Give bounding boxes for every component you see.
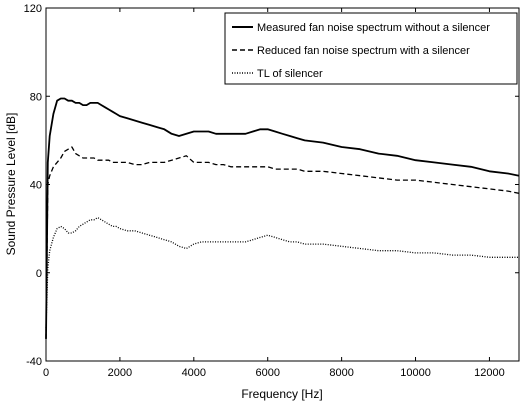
legend: Measured fan noise spectrum without a si… <box>224 12 518 85</box>
series-line-tl <box>45 216 519 328</box>
y-tick-label: 80 <box>30 91 42 103</box>
series-layer <box>45 97 520 339</box>
plot-frame <box>45 7 520 362</box>
y-axis-label: Sound Pressure Level [dB] <box>4 113 18 256</box>
y-tick-label: 0 <box>36 268 42 280</box>
x-tick-label: 2000 <box>108 367 132 379</box>
y-tick-label: 40 <box>30 180 42 192</box>
series-line-measured <box>45 97 520 339</box>
series-line-reduced <box>45 146 520 339</box>
x-tick-label: 4000 <box>182 367 206 379</box>
y-tick-label: -40 <box>26 356 42 368</box>
x-tick-label: 8000 <box>329 367 353 379</box>
legend-label-measured: Measured fan noise spectrum without a si… <box>257 22 490 34</box>
legend-box <box>224 12 518 85</box>
x-tick-label: 0 <box>43 367 49 379</box>
x-axis-label: Frequency [Hz] <box>241 387 322 401</box>
x-tick-label: 12000 <box>474 367 505 379</box>
legend-label-reduced: Reduced fan noise spectrum with a silenc… <box>257 45 470 57</box>
x-tick-label: 6000 <box>255 367 279 379</box>
legend-label-tl: TL of silencer <box>257 68 323 80</box>
y-tick-label: 120 <box>24 3 42 15</box>
x-tick-label: 10000 <box>400 367 431 379</box>
